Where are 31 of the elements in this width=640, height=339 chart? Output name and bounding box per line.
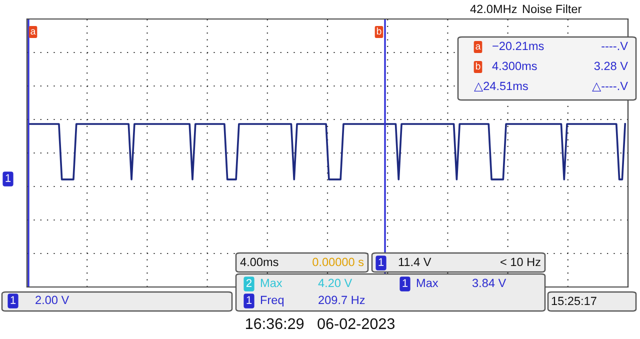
annotation: 4.20 V [318,278,352,288]
annotation: 4.00ms [240,258,278,266]
text: Noise Filter [522,4,582,14]
text: a [476,44,481,50]
annotation: < 10 Hz [500,258,540,266]
text: 1 [6,174,11,182]
text: b [476,62,480,70]
text: ----.V [602,42,628,50]
text: 15:25:17 [552,296,596,306]
text: △24.51ms [474,82,528,92]
text: 3.28 V [594,62,628,70]
text: Freq [260,296,284,307]
text: −20.21ms [492,42,544,50]
text: 1 [10,296,16,304]
text: 1 [246,296,252,304]
annotation: Max [260,278,282,288]
text: 16:36:29 06-02-2023 [246,318,395,330]
annotation: Max [416,278,438,288]
annotation: 0.00000 s [312,258,364,266]
annotation: 1 [402,279,408,287]
text: 209.7 Hz [318,296,365,304]
annotation: 2 [246,279,252,287]
annotation: 1 [378,258,384,266]
annotation: 11.4 V [398,258,432,266]
annotation: 3.84 V [472,278,506,288]
text: a [30,29,36,35]
text: b [376,27,382,35]
text: △----.V [592,82,628,92]
text: 2.00 V [36,296,70,304]
text: 4.300ms [492,62,537,70]
text: 42.0MHz [470,4,517,14]
